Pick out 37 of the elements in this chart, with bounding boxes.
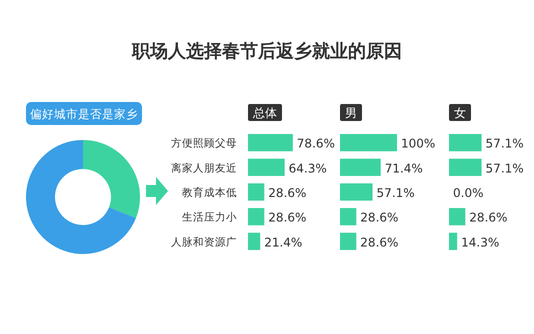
data-label: 28.6%	[469, 210, 508, 225]
bar	[340, 183, 373, 201]
bar	[340, 232, 356, 250]
data-label: 64.3%	[288, 161, 327, 176]
bar	[340, 134, 397, 152]
y-tick-label: 离家人朋友近	[171, 161, 237, 174]
bar	[340, 158, 381, 176]
y-tick-label: 教育成本低	[182, 186, 237, 199]
data-label: 21.4%	[264, 235, 302, 250]
bar	[248, 232, 260, 250]
data-label: 71.4%	[384, 161, 423, 176]
data-label: 57.1%	[376, 186, 415, 200]
data-label: 0.0%	[453, 186, 484, 200]
donut-slice	[83, 140, 140, 218]
bar	[340, 208, 356, 226]
y-tick-label: 生活压力小	[182, 210, 237, 224]
chart-title: 女	[454, 106, 466, 120]
y-tick-label: 方便照顾父母	[171, 136, 237, 150]
donut-slice	[26, 140, 136, 254]
data-label: 28.6%	[360, 235, 398, 250]
data-label: 57.1%	[486, 161, 524, 176]
bar	[248, 208, 264, 226]
bar	[248, 134, 293, 152]
bar	[248, 183, 264, 201]
chart-subtitle: 偏好城市是否是家乡	[30, 107, 138, 121]
chart-title: 男	[345, 106, 357, 120]
data-label: 78.6%	[296, 136, 335, 151]
y-tick-label: 人脉和资源广	[171, 235, 237, 248]
data-label: 14.3%	[461, 235, 500, 250]
data-label: 28.6%	[360, 210, 398, 225]
bar	[248, 158, 285, 176]
data-label: 100%	[401, 136, 436, 151]
chart-title: 总体	[252, 106, 277, 120]
data-label: 57.1%	[486, 136, 524, 151]
data-label: 28.6%	[268, 186, 306, 200]
data-label: 28.6%	[268, 210, 306, 225]
chart-subtitle: 职场人选择春节后返乡就业的原因	[131, 41, 402, 62]
